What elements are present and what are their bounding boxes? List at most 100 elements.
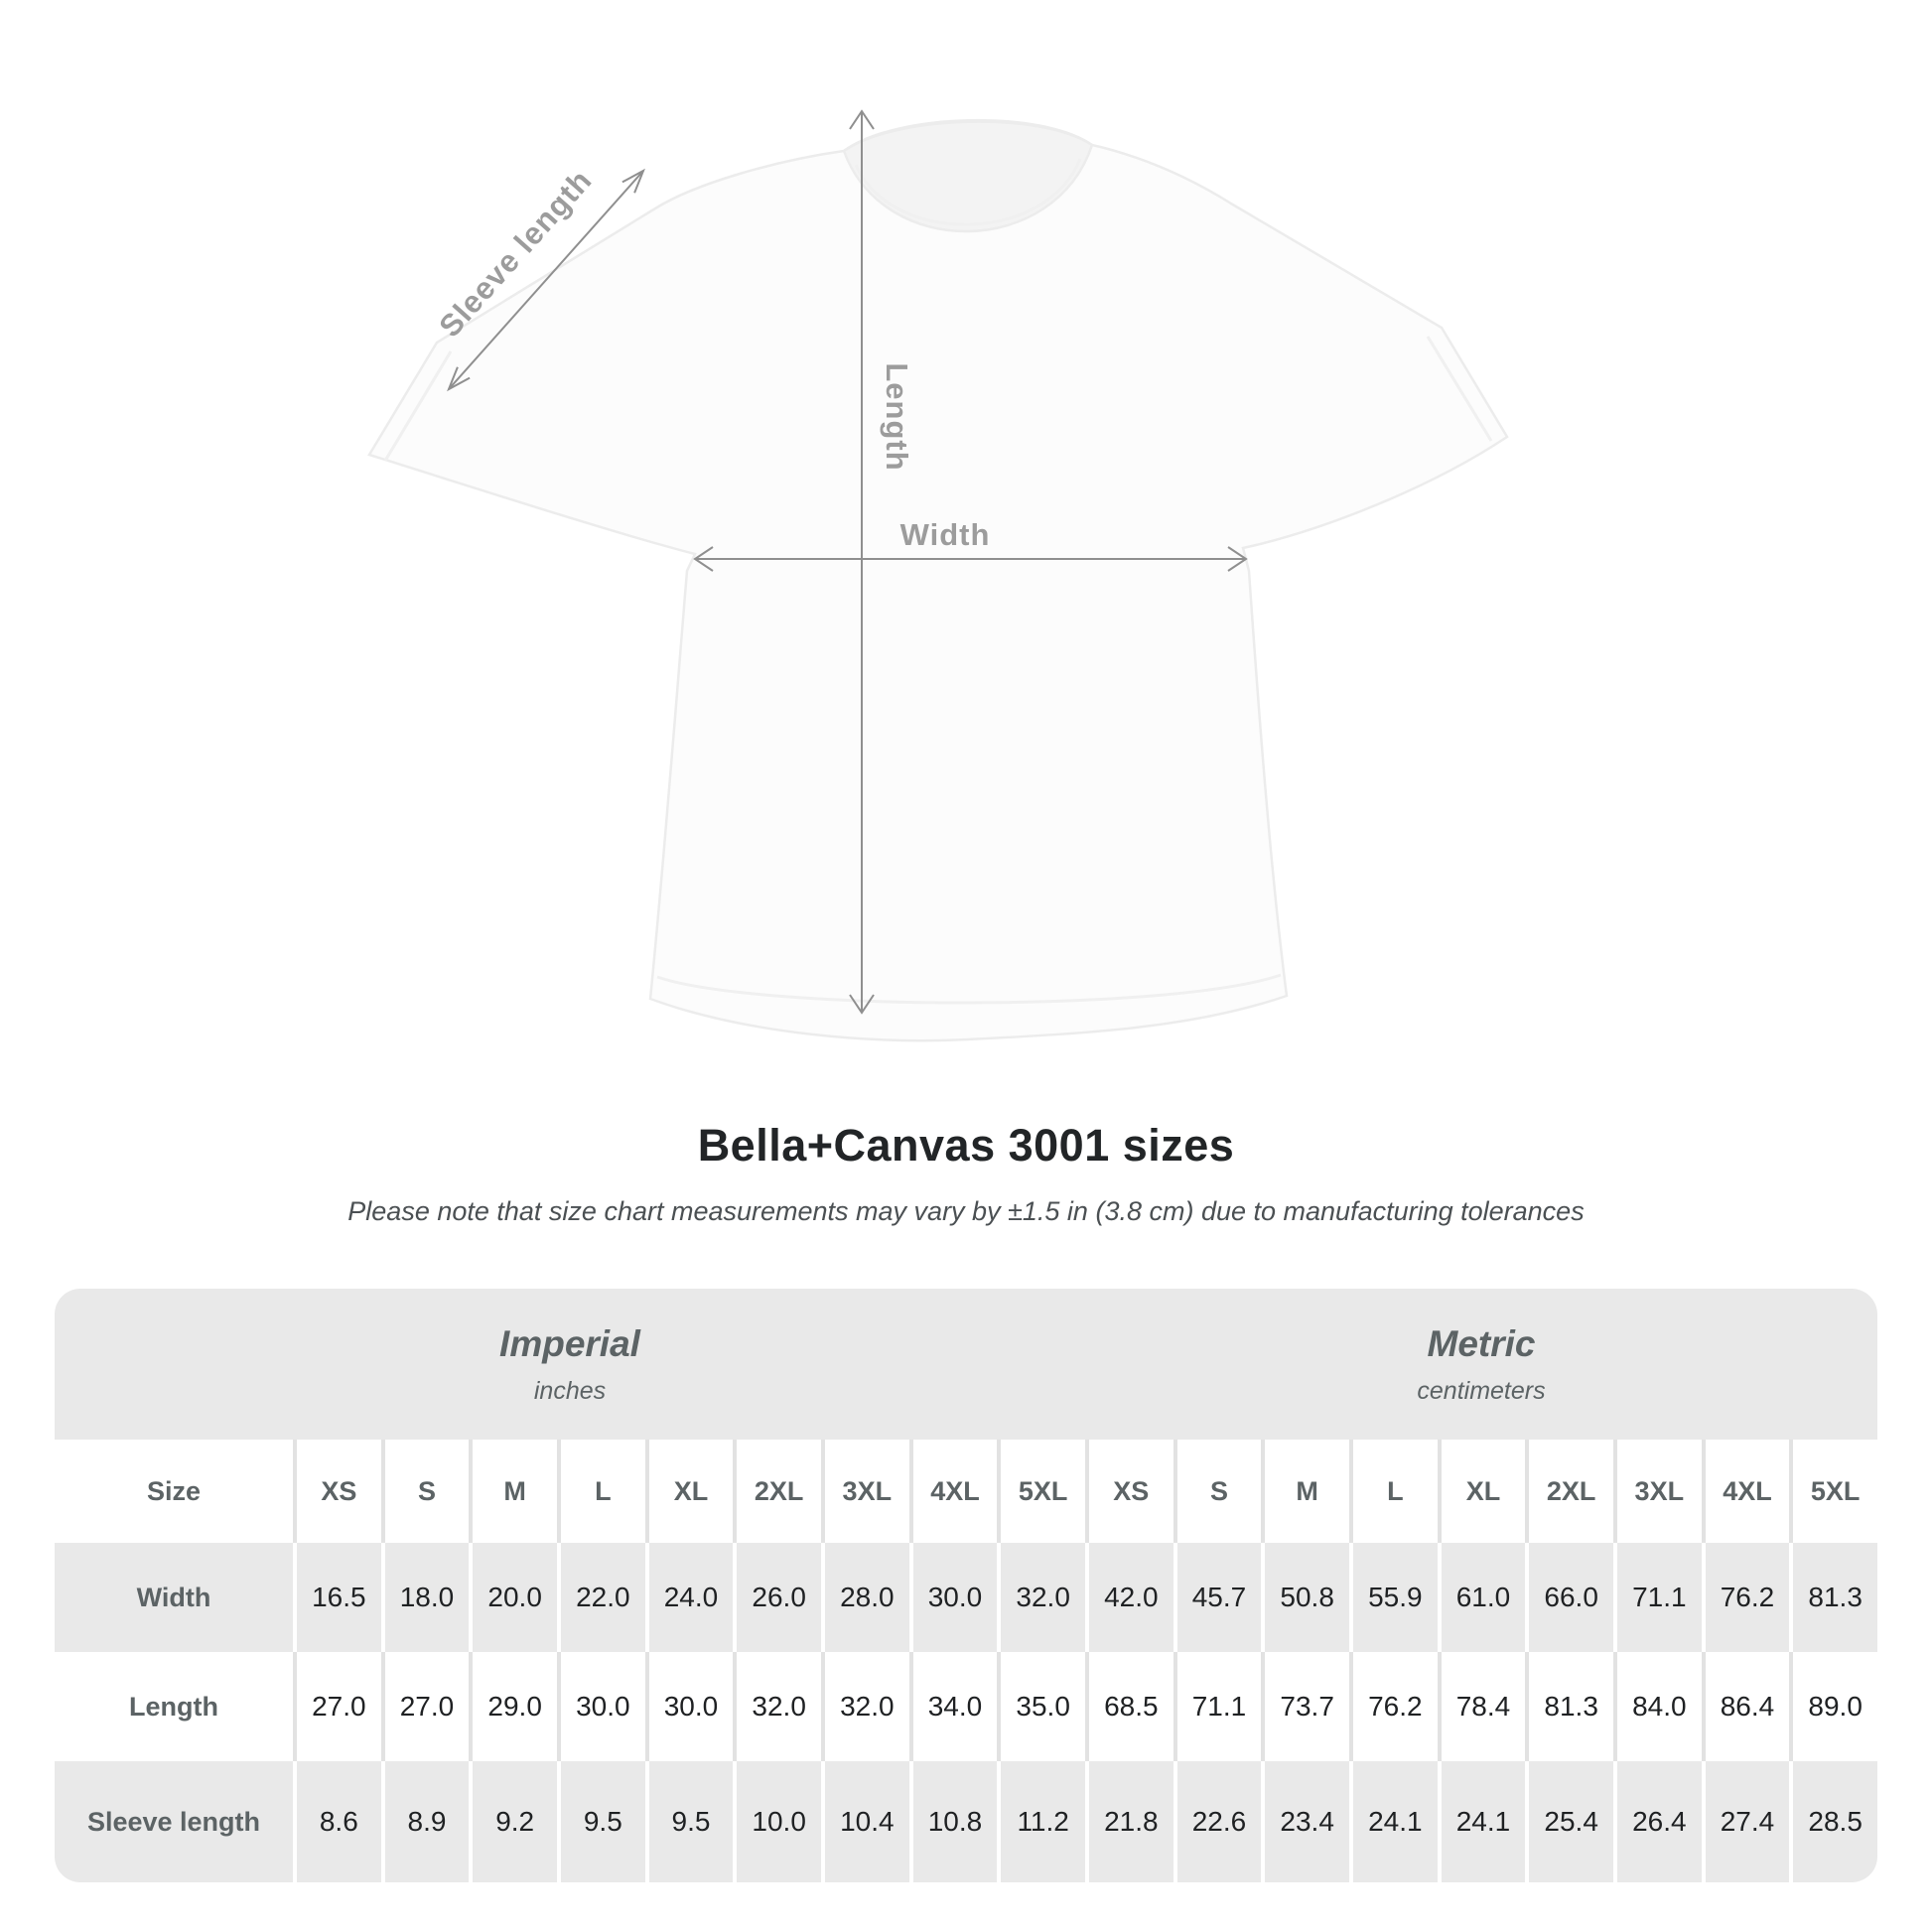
table-cell: 35.0 xyxy=(997,1652,1085,1761)
size-col-header: L xyxy=(1348,1440,1438,1543)
table-cell: 24.1 xyxy=(1437,1761,1526,1882)
imperial-group-label: Imperial xyxy=(499,1322,640,1364)
table-cell: 16.5 xyxy=(293,1543,381,1652)
table-cell: 86.4 xyxy=(1701,1652,1790,1761)
table-cell: 25.4 xyxy=(1525,1761,1613,1882)
sleeve-length-row: Sleeve length 8.6 8.9 9.2 9.5 9.5 10.0 10.4 10.8… xyxy=(55,1761,1877,1882)
size-col-header: XS xyxy=(1084,1440,1173,1543)
table-cell: 9.5 xyxy=(556,1761,645,1882)
table-cell: 28.0 xyxy=(820,1543,909,1652)
table-cell: 29.0 xyxy=(469,1652,557,1761)
tshirt-measurement-diagram: Length Width Sleeve length xyxy=(367,109,1509,1042)
page-title: Bella+Canvas 3001 sizes xyxy=(697,1120,1235,1171)
size-col-header: XS xyxy=(293,1440,381,1543)
table-cell: 27.0 xyxy=(293,1652,381,1761)
size-col-header: S xyxy=(380,1440,470,1543)
size-col-header: M xyxy=(1261,1440,1349,1543)
sleeve-length-arrow xyxy=(447,168,645,392)
table-cell: 10.4 xyxy=(820,1761,909,1882)
table-cell: 45.7 xyxy=(1173,1543,1262,1652)
table-cell: 10.0 xyxy=(733,1761,821,1882)
tshirt-graphic xyxy=(367,118,1509,1042)
size-col-header: L xyxy=(556,1440,645,1543)
table-cell: 30.0 xyxy=(908,1543,998,1652)
metric-group-header: Metric centimeters xyxy=(1085,1289,1877,1440)
table-cell: 32.0 xyxy=(997,1543,1085,1652)
table-cell: 8.9 xyxy=(380,1761,470,1882)
size-col-header: 5XL xyxy=(997,1440,1085,1543)
tshirt-body xyxy=(367,118,1509,1042)
tshirt-left-cuff-seam xyxy=(383,350,453,462)
tshirt-collar-rib xyxy=(854,158,1082,226)
size-col-header: XL xyxy=(644,1440,734,1543)
table-cell: 71.1 xyxy=(1173,1652,1262,1761)
tshirt-collar-opening xyxy=(842,120,1094,233)
table-cell: 89.0 xyxy=(1789,1652,1877,1761)
table-cell: 76.2 xyxy=(1701,1543,1790,1652)
table-cell: 84.0 xyxy=(1612,1652,1702,1761)
table-cell: 73.7 xyxy=(1261,1652,1349,1761)
table-cell: 55.9 xyxy=(1348,1543,1438,1652)
row-header-size: Size xyxy=(146,1475,202,1506)
table-cell: 27.4 xyxy=(1701,1761,1790,1882)
table-cell: 22.6 xyxy=(1173,1761,1262,1882)
table-cell: 24.0 xyxy=(644,1543,734,1652)
unit-group-row: Imperial inches Metric centimeters xyxy=(55,1289,1877,1440)
size-col-header: 4XL xyxy=(908,1440,998,1543)
size-col-header: 5XL xyxy=(1789,1440,1877,1543)
size-col-header: M xyxy=(469,1440,557,1543)
length-row: Length 27.0 27.0 29.0 30.0 30.0 32.0 32.0 34.0 35… xyxy=(55,1652,1877,1761)
tshirt-right-cuff-seam xyxy=(1426,336,1493,442)
table-cell: 22.0 xyxy=(556,1543,645,1652)
imperial-group-unit: inches xyxy=(533,1376,607,1405)
size-col-header: XL xyxy=(1437,1440,1526,1543)
size-col-header: 2XL xyxy=(733,1440,821,1543)
table-cell: 30.0 xyxy=(644,1652,734,1761)
table-cell: 68.5 xyxy=(1084,1652,1173,1761)
table-cell: 21.8 xyxy=(1084,1761,1173,1882)
width-arrow xyxy=(693,546,1248,572)
row-label: Sleeve length xyxy=(86,1806,261,1837)
table-cell: 9.2 xyxy=(469,1761,557,1882)
table-cell: 28.5 xyxy=(1789,1761,1877,1882)
size-col-header: 3XL xyxy=(820,1440,909,1543)
size-col-header: 4XL xyxy=(1701,1440,1790,1543)
width-row: Width 16.5 18.0 20.0 22.0 24.0 26.0 28.0 30.0 32.… xyxy=(55,1543,1877,1652)
metric-group-label: Metric xyxy=(1427,1322,1536,1364)
table-cell: 34.0 xyxy=(908,1652,998,1761)
table-cell: 23.4 xyxy=(1261,1761,1349,1882)
table-cell: 61.0 xyxy=(1437,1543,1526,1652)
table-cell: 20.0 xyxy=(469,1543,557,1652)
table-cell: 26.4 xyxy=(1612,1761,1702,1882)
table-cell: 11.2 xyxy=(997,1761,1085,1882)
table-cell: 26.0 xyxy=(733,1543,821,1652)
table-cell: 24.1 xyxy=(1348,1761,1438,1882)
table-cell: 42.0 xyxy=(1084,1543,1173,1652)
row-label: Width xyxy=(136,1582,211,1612)
table-cell: 71.1 xyxy=(1612,1543,1702,1652)
table-cell: 78.4 xyxy=(1437,1652,1526,1761)
table-cell: 32.0 xyxy=(733,1652,821,1761)
row-label: Length xyxy=(129,1691,218,1722)
table-cell: 32.0 xyxy=(820,1652,909,1761)
metric-group-unit: centimeters xyxy=(1417,1376,1546,1405)
size-col-header: 2XL xyxy=(1525,1440,1613,1543)
table-cell: 8.6 xyxy=(293,1761,381,1882)
table-cell: 9.5 xyxy=(644,1761,734,1882)
table-cell: 81.3 xyxy=(1525,1652,1613,1761)
size-col-header: 3XL xyxy=(1612,1440,1702,1543)
table-cell: 18.0 xyxy=(380,1543,470,1652)
width-label: Width xyxy=(900,517,991,552)
table-cell: 30.0 xyxy=(556,1652,645,1761)
size-table: Imperial inches Metric centimeters Size X… xyxy=(55,1289,1877,1882)
table-cell: 27.0 xyxy=(380,1652,470,1761)
tolerance-note: Please note that size chart measurements… xyxy=(347,1196,1585,1226)
size-col-header: S xyxy=(1173,1440,1262,1543)
table-cell: 76.2 xyxy=(1348,1652,1438,1761)
table-cell: 10.8 xyxy=(908,1761,998,1882)
tshirt-hem-seam xyxy=(656,973,1282,1005)
table-cell: 66.0 xyxy=(1525,1543,1613,1652)
imperial-group-header: Imperial inches xyxy=(55,1289,1085,1440)
length-label: Length xyxy=(880,362,914,471)
length-arrow xyxy=(849,109,875,1015)
